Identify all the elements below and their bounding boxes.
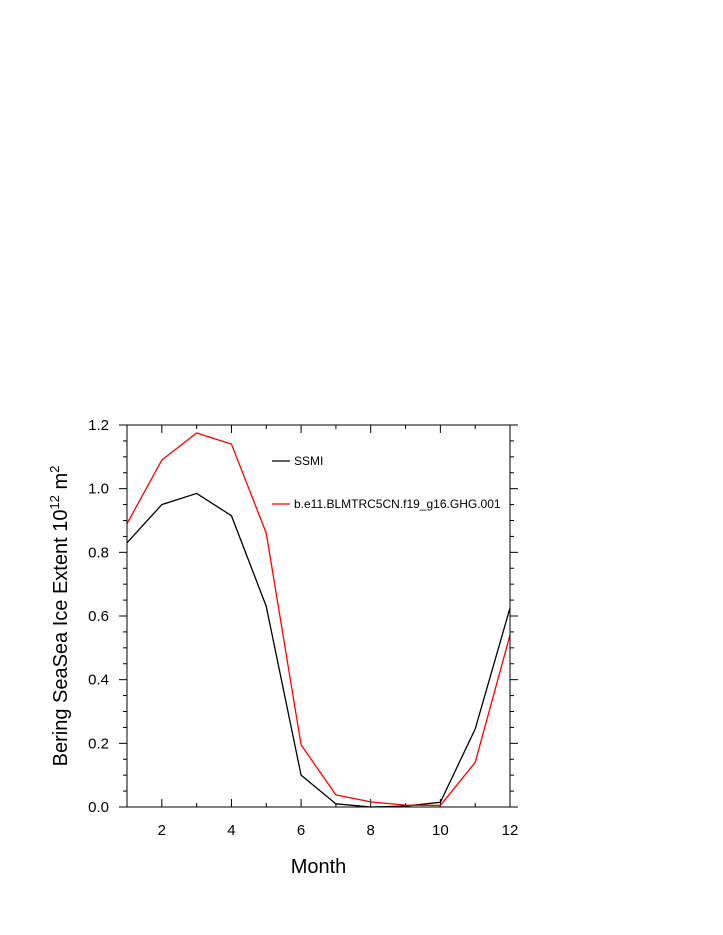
series-layer [126,432,511,808]
y-tick-label: 0.0 [88,799,109,816]
ticks-layer: 2 4 6 8 10 12 0.0 0.2 0.4 0.6 0.8 1.0 1.2 [88,417,518,839]
legend-label-ssmi: SSMI [294,454,323,468]
legend: SSMI b.e11.BLMTRC5CN.f19_g16.GHG.001 [272,454,501,511]
x-axis-title: Month [291,856,347,878]
x-tick-label: 8 [367,822,375,839]
series-line-ssmi [126,492,511,808]
y-tick-label: 1.0 [88,481,109,498]
y-tick-label: 0.8 [88,544,109,561]
series-line-model [126,432,511,807]
x-tick-label: 2 [158,822,166,839]
legend-label-model: b.e11.BLMTRC5CN.f19_g16.GHG.001 [294,497,501,511]
x-tick-label: 12 [502,822,519,839]
y-tick-label: 0.6 [88,608,109,625]
y-tick-label: 0.4 [88,672,109,689]
x-tick-label: 10 [432,822,449,839]
y-tick-label: 1.2 [88,417,109,434]
y-tick-label: 0.2 [88,735,109,752]
y-axis-title: Bering SeaSea Ice Extent 1012 m2 [47,466,72,767]
plot-frame [126,424,511,808]
x-tick-label: 6 [297,822,305,839]
x-tick-label: 4 [227,822,235,839]
